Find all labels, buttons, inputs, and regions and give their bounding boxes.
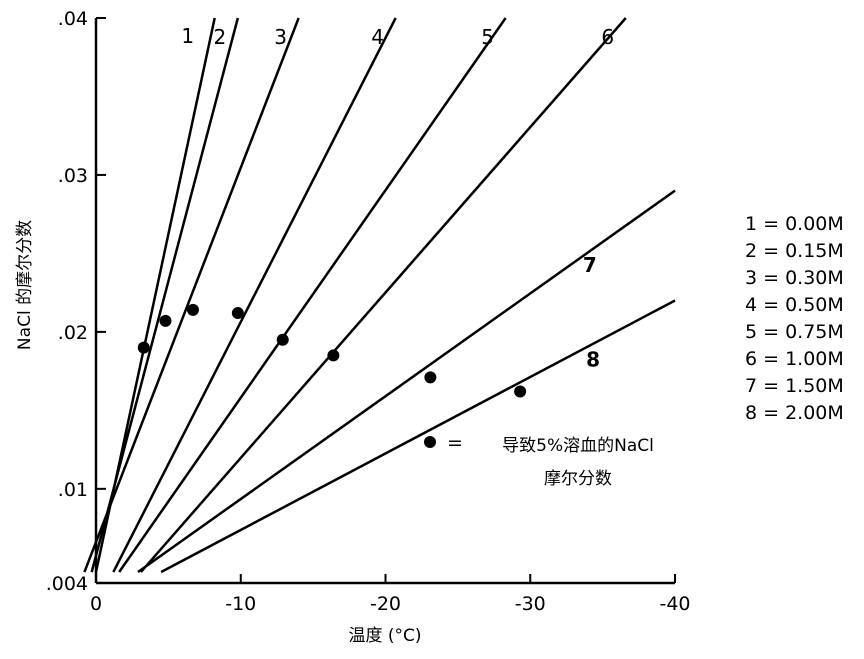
y-tick-label: .04 [58, 8, 88, 30]
series-line-5 [118, 17, 507, 573]
axis-ticks: 0 -10 -20 -30 -40 .004 .01 .02 .03 .04 [46, 8, 691, 615]
y-tick-label: .02 [58, 322, 88, 344]
marker-1 [137, 341, 150, 354]
series-label-4: 4 [371, 25, 384, 49]
x-tick-label: -20 [370, 593, 401, 615]
y-tick-label: .01 [58, 479, 88, 501]
series-line-3 [83, 17, 300, 573]
axes [94, 18, 675, 585]
legend-entry-7: 7 = 1.50M [745, 375, 844, 397]
series-label-1: 1 [181, 24, 194, 48]
series-label-5: 5 [481, 25, 494, 49]
x-tick-label: -10 [225, 593, 256, 615]
annotation-line-2: 摩尔分数 [544, 469, 612, 489]
legend-entry-4: 4 = 0.50M [745, 294, 844, 316]
marker-3 [186, 303, 199, 316]
hemolysis-markers [137, 303, 527, 398]
y-tick-label: .03 [58, 165, 88, 187]
legend-entry-6: 6 = 1.00M [745, 348, 844, 370]
x-tick-label: -40 [659, 593, 690, 615]
series-lines [83, 17, 676, 574]
series-label-8: 8 [586, 348, 600, 372]
marker-2 [159, 314, 172, 327]
legend-entry-1: 1 = 0.00M [745, 213, 844, 235]
marker-7 [424, 371, 437, 384]
x-axis-title: 温度 (°C) [348, 626, 421, 646]
y-axis-title: NaCl 的摩尔分数 [15, 220, 35, 350]
series-line-4 [112, 17, 397, 573]
series-line-2 [90, 17, 240, 573]
y-tick-label: .004 [46, 573, 88, 595]
annotation-marker [424, 436, 436, 448]
legend-entry-3: 3 = 0.30M [745, 267, 844, 289]
annotation-note: = 导致5%溶血的NaCl 摩尔分数 [424, 432, 654, 489]
marker-4 [231, 307, 244, 320]
x-tick-label: -30 [515, 593, 546, 615]
legend: 1 = 0.00M 2 = 0.15M 3 = 0.30M 4 = 0.50M 5 = … [745, 213, 844, 424]
series-label-2: 2 [213, 25, 226, 49]
legend-entry-8: 8 = 2.00M [745, 402, 844, 424]
legend-entry-5: 5 = 0.75M [745, 321, 844, 343]
marker-8 [514, 385, 527, 398]
marker-6 [327, 349, 340, 362]
series-label-6: 6 [601, 25, 614, 49]
series-labels: 1 2 3 4 5 6 7 8 [181, 24, 614, 372]
marker-5 [276, 333, 289, 346]
legend-entry-2: 2 = 0.15M [745, 240, 844, 262]
annotation-equals: = [447, 432, 463, 454]
annotation-line-1: 导致5%溶血的NaCl [502, 436, 654, 456]
series-label-3: 3 [274, 25, 287, 49]
x-tick-label: 0 [90, 593, 102, 615]
series-line-7 [137, 189, 676, 574]
series-line-6 [139, 17, 627, 573]
series-label-7: 7 [583, 253, 597, 277]
series-line-8 [160, 299, 676, 574]
